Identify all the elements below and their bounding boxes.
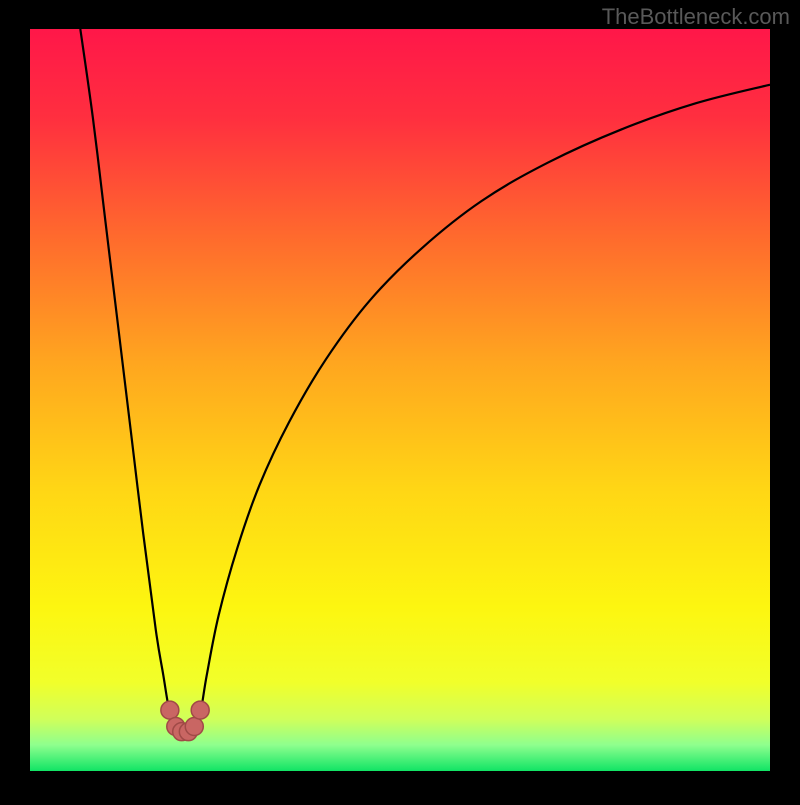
watermark-text: TheBottleneck.com bbox=[602, 4, 790, 30]
plot-background bbox=[30, 29, 770, 771]
optimal-marker bbox=[191, 701, 209, 719]
chart-svg bbox=[0, 0, 800, 800]
optimal-marker bbox=[161, 701, 179, 719]
optimal-marker bbox=[185, 717, 203, 735]
bottleneck-chart bbox=[0, 0, 800, 805]
